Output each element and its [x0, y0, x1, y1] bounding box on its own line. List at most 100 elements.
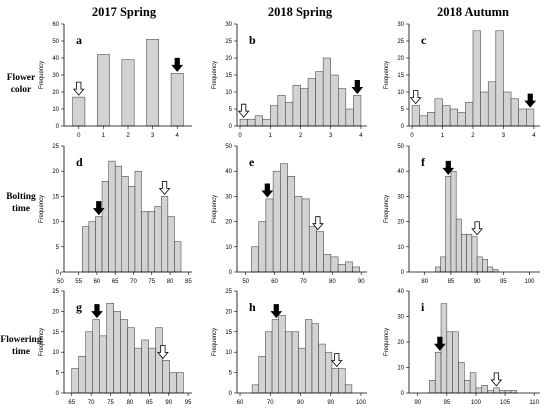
bar-b-14 [345, 108, 354, 127]
bar-d-5 [114, 165, 123, 273]
xtick-label-f-90: 90 [474, 279, 481, 285]
panel-c: 0 5 10 15 20 25 30 0 1 2 3 4 Frequency c [384, 22, 540, 139]
xtick-label-h-90: 90 [327, 400, 334, 406]
bar-i-7 [469, 372, 477, 394]
bar-c-4 [442, 105, 451, 127]
row-labels: Flower color Bolting time Flowering time [0, 73, 41, 357]
bar-g-15 [176, 372, 184, 394]
ylabel-e: Frequency [212, 195, 218, 223]
bar-c-7 [465, 101, 474, 127]
bar-e-9 [316, 231, 324, 273]
row-label-flowering-time-line1: Flowering [0, 335, 41, 345]
bar-b-8 [300, 88, 309, 127]
ytick-label-i-30: 30 [397, 315, 404, 321]
xtick-label-d-75: 75 [148, 279, 155, 285]
bar-g-2 [85, 331, 93, 394]
ylabel-d: Frequency [39, 195, 45, 223]
bars-h [251, 315, 353, 394]
bar-c-2 [427, 112, 436, 127]
bar-h-7 [298, 347, 306, 394]
xtick-label-f-95: 95 [500, 279, 507, 285]
panel-e: 0 10 20 30 40 50 50 60 70 80 90 Frequency e [212, 144, 367, 285]
ytick-label-e-40: 40 [225, 169, 232, 175]
bar-i-3 [446, 331, 453, 394]
ytick-label-c-15: 15 [397, 73, 404, 79]
bar-e-4 [280, 163, 288, 273]
ytick-label-b-30: 30 [225, 22, 232, 28]
bar-h-1 [258, 356, 266, 394]
panel-letter-d: d [76, 155, 83, 169]
bar-b-7 [292, 84, 301, 127]
ytick-label-d-10: 10 [52, 220, 59, 226]
xtick-label-h-100: 100 [356, 400, 367, 406]
ylabel-f: Frequency [384, 195, 390, 223]
bar-b-2 [254, 115, 263, 127]
xtick-label-h-70: 70 [267, 400, 274, 406]
xtick-label-b-0: 0 [238, 133, 242, 139]
ytick-label-i-0: 0 [401, 391, 405, 397]
ytick-label-b-10: 10 [225, 90, 232, 96]
ytick-label-h-10: 10 [225, 350, 232, 356]
ytick-label-b-20: 20 [225, 56, 232, 62]
ytick-label-b-5: 5 [229, 107, 233, 113]
bar-c-5 [449, 108, 458, 127]
panel-letter-c: c [421, 33, 427, 47]
xtick-label-g-80: 80 [127, 400, 134, 406]
ylabel-h: Frequency [212, 328, 218, 356]
panel-letter-e: e [249, 155, 255, 169]
bar-b-15 [353, 95, 362, 127]
xtick-label-a-0: 0 [77, 133, 81, 139]
arrow-open-f-1 [471, 221, 483, 236]
bar-d-8 [134, 170, 142, 273]
panel-d: 0 5 10 15 20 25 50 55 60 65 70 75 80 85 Frequency d [39, 144, 192, 285]
bars-f [434, 170, 499, 273]
bar-e-14 [352, 266, 361, 273]
xtick-label-g-70: 70 [88, 400, 95, 406]
bar-e-10 [323, 254, 332, 273]
ytick-label-f-0: 0 [401, 270, 405, 276]
bar-d-2 [95, 216, 103, 273]
bar-f-0 [434, 266, 441, 273]
ylabel-a: Frequency [39, 61, 45, 89]
bar-h-11 [325, 351, 333, 394]
ytick-label-c-30: 30 [397, 22, 404, 28]
panel-i: 0 10 20 30 40 90 95 100 105 110 Frequency i [384, 289, 540, 406]
xtick-label-i-90: 90 [414, 400, 421, 406]
ytick-label-g-15: 15 [52, 330, 59, 336]
bar-e-0 [251, 246, 259, 273]
bar-d-6 [121, 175, 129, 273]
column-title-2017-spring: 2017 Spring [92, 5, 157, 19]
bar-f-1 [440, 256, 446, 273]
ylabel-c: Frequency [384, 61, 390, 89]
xtick-label-g-85: 85 [146, 400, 153, 406]
bar-h-10 [318, 343, 326, 394]
xtick-label-a-1: 1 [102, 133, 106, 139]
arrow-filled-d-0 [92, 201, 105, 216]
xtick-label-g-95: 95 [185, 400, 192, 406]
bar-i-9 [481, 385, 488, 394]
arrow-open-h-1 [330, 353, 343, 368]
ytick-label-g-0: 0 [56, 391, 60, 397]
panel-letter-h: h [249, 300, 256, 314]
ytick-label-h-15: 15 [225, 330, 232, 336]
xtick-label-h-80: 80 [297, 400, 304, 406]
bar-g-12 [155, 327, 163, 394]
ytick-label-e-20: 20 [225, 220, 232, 226]
xtick-label-e-60: 60 [271, 279, 278, 285]
ytick-label-h-0: 0 [229, 391, 233, 397]
ytick-label-a-50: 50 [52, 39, 59, 45]
bar-d-10 [147, 211, 155, 273]
arrow-open-a-0 [72, 81, 85, 96]
arrow-open-e-1 [312, 216, 324, 231]
xtick-label-h-60: 60 [237, 400, 244, 406]
bar-i-4 [452, 331, 459, 394]
bar-g-1 [78, 356, 86, 394]
xtick-label-a-3: 3 [151, 133, 155, 139]
bar-g-0 [71, 368, 79, 394]
bar-i-8 [475, 387, 483, 394]
bar-i-0 [429, 380, 436, 394]
ytick-label-a-0: 0 [56, 124, 60, 130]
ytick-label-f-10: 10 [397, 245, 404, 251]
xtick-label-b-2: 2 [299, 133, 303, 139]
